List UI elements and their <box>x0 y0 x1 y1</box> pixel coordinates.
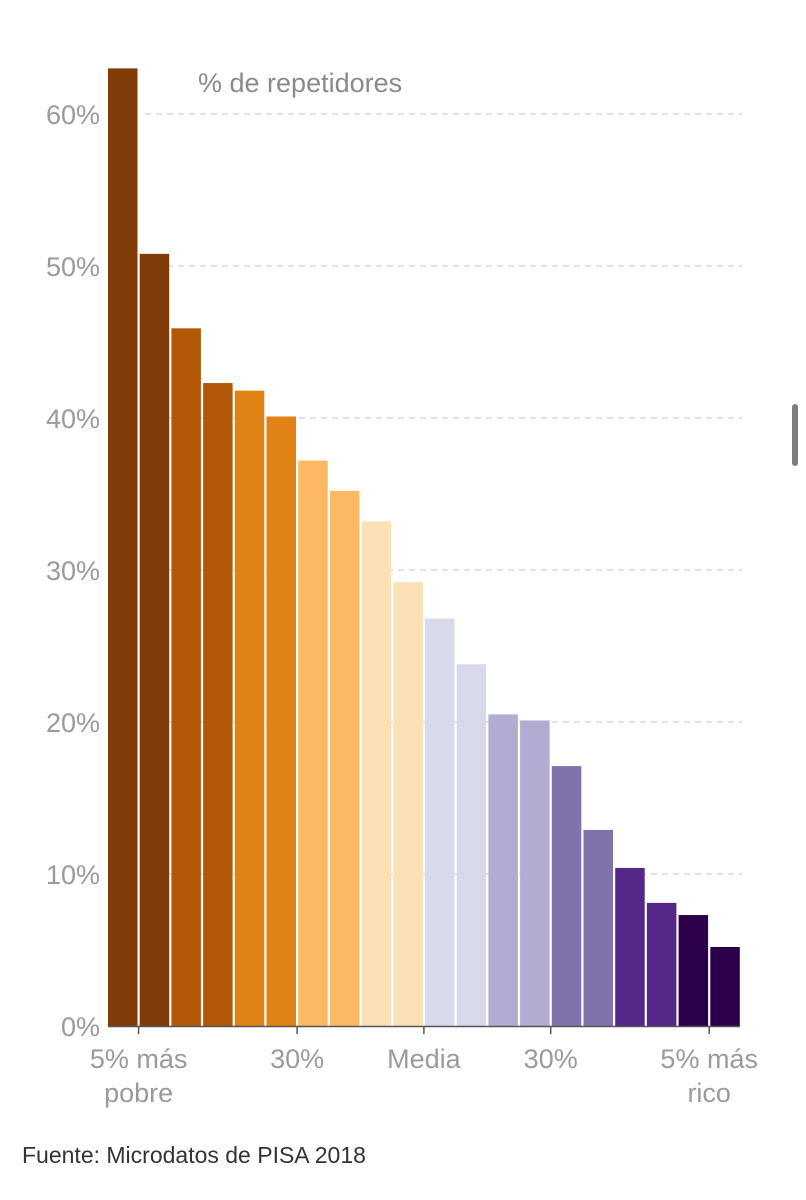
x-tick-label-line: 30% <box>270 1044 324 1074</box>
bar <box>646 902 677 1026</box>
y-tick-label: 60% <box>46 100 100 130</box>
bar <box>488 714 518 1026</box>
x-tick-label-line: rico <box>687 1078 731 1108</box>
source-note: Fuente: Microdatos de PISA 2018 <box>22 1142 366 1168</box>
y-axis-title: % de repetidores <box>198 68 402 98</box>
x-tick-label-line: 5% más <box>660 1044 758 1074</box>
bar <box>425 618 455 1026</box>
bar <box>456 664 487 1026</box>
bar <box>583 829 613 1026</box>
x-tick-label: 30% <box>524 1044 578 1074</box>
x-tick-label: 30% <box>270 1044 324 1074</box>
y-tick-label: 0% <box>61 1012 100 1042</box>
bar <box>615 867 645 1026</box>
x-tick-label-line: Media <box>387 1044 462 1074</box>
bar <box>234 390 265 1026</box>
bar <box>678 915 709 1026</box>
x-tick-label-line: 30% <box>524 1044 578 1074</box>
bar <box>710 946 740 1026</box>
y-tick-label: 50% <box>46 252 100 282</box>
bar <box>393 582 423 1026</box>
bar <box>203 383 233 1026</box>
y-tick-label: 10% <box>46 860 100 890</box>
x-tick-label-line: 5% más <box>90 1044 188 1074</box>
y-tick-label: 40% <box>46 404 100 434</box>
bar <box>329 490 360 1027</box>
y-tick-label: 20% <box>46 708 100 738</box>
bar <box>361 521 392 1026</box>
x-tick-label: 5% más rico <box>660 1044 758 1108</box>
bar <box>551 766 582 1026</box>
scrollbar[interactable] <box>792 404 798 466</box>
x-tick-label: 5% más pobre <box>90 1044 188 1108</box>
bar <box>298 460 328 1026</box>
bar <box>108 68 138 1026</box>
bar <box>266 416 296 1027</box>
x-tick-label: Media <box>387 1044 462 1074</box>
bar <box>520 720 550 1026</box>
bar <box>139 253 170 1027</box>
x-tick-label-line: pobre <box>104 1078 173 1108</box>
y-tick-label: 30% <box>46 556 100 586</box>
bar <box>171 328 201 1026</box>
